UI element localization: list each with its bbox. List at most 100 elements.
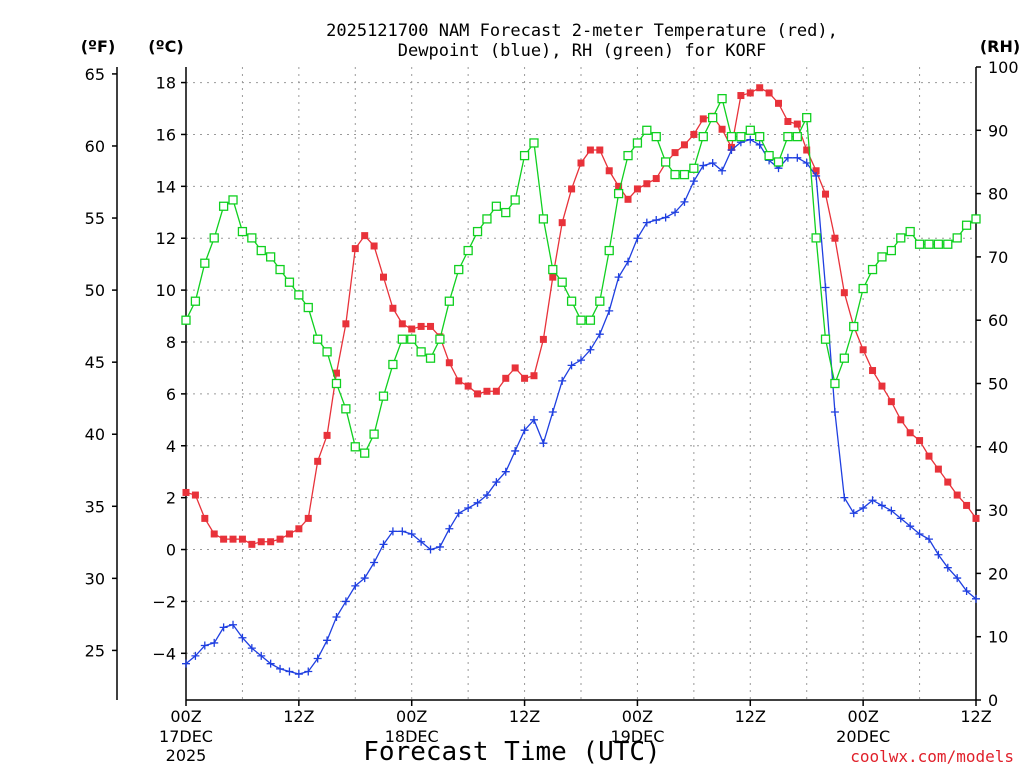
temperature-point xyxy=(558,219,566,227)
celsius-unit-label: (ºC) xyxy=(148,37,183,56)
fahrenheit-tick-label: 55 xyxy=(85,209,105,228)
rh-point xyxy=(313,334,323,344)
rh-tick-label: 40 xyxy=(988,438,1008,457)
rh-point xyxy=(595,296,605,306)
fahrenheit-unit-label: (ºF) xyxy=(81,37,116,56)
temperature-point xyxy=(840,289,848,297)
celsius-tick-label: 0 xyxy=(166,541,176,560)
dewpoint-point xyxy=(388,527,397,536)
chart-title-line1: 2025121700 NAM Forecast 2-meter Temperat… xyxy=(326,21,838,41)
dewpoint-point xyxy=(417,537,426,546)
axes: 656055504540353025181614121086420−2−4100… xyxy=(85,58,1019,765)
temperature-point xyxy=(361,232,369,240)
rh-point xyxy=(557,277,567,287)
dewpoint-point xyxy=(567,361,576,370)
rh-point xyxy=(952,233,962,243)
rh-point xyxy=(491,201,502,211)
dewpoint-point xyxy=(558,376,567,385)
rh-point xyxy=(407,334,417,344)
temperature-point xyxy=(831,234,839,242)
temperature-point xyxy=(445,359,453,367)
rh-point xyxy=(623,150,633,161)
temperature-point xyxy=(323,431,331,439)
rh-point xyxy=(501,207,511,218)
temperature-point xyxy=(897,416,905,424)
rh-point xyxy=(256,245,266,256)
celsius-tick-label: 10 xyxy=(156,281,176,300)
temperature-point xyxy=(191,491,199,499)
temperature-point xyxy=(398,320,406,328)
temperature-point xyxy=(680,141,688,149)
celsius-tick-label: 14 xyxy=(156,177,176,196)
temperature-point xyxy=(370,242,378,250)
dewpoint-point xyxy=(783,153,792,162)
dewpoint-point xyxy=(830,408,839,417)
rh-point xyxy=(566,296,577,306)
temperature-point xyxy=(483,387,491,395)
dewpoint-point xyxy=(642,218,651,227)
temperature-point xyxy=(699,115,707,123)
rh-point xyxy=(454,264,464,275)
rh-point xyxy=(303,302,313,313)
dewpoint-point xyxy=(313,654,322,663)
rh-point xyxy=(416,347,426,357)
dewpoint-point xyxy=(962,587,971,596)
rh-tick-label: 50 xyxy=(988,375,1008,394)
temperature-point xyxy=(812,167,820,175)
rh-point xyxy=(839,353,849,363)
dewpoint-point xyxy=(539,439,548,448)
x-axis-label: Forecast Time (UTC) xyxy=(363,737,660,767)
rh-point xyxy=(651,131,661,142)
temperature-point xyxy=(248,540,256,548)
rh-point xyxy=(190,296,201,306)
rh-point xyxy=(933,239,944,249)
dewpoint-point xyxy=(304,667,313,676)
rh-point xyxy=(849,321,859,332)
temperature-point xyxy=(182,488,190,496)
rh-point xyxy=(425,353,436,363)
temperature-point xyxy=(652,175,660,183)
temperature-point xyxy=(455,377,463,385)
rh-point xyxy=(755,131,765,142)
dewpoint-point xyxy=(200,641,209,650)
rh-point xyxy=(632,138,643,148)
fahrenheit-tick-label: 30 xyxy=(85,569,105,588)
dewpoint-point xyxy=(445,524,454,533)
dewpoint-point xyxy=(746,135,755,144)
rh-point xyxy=(736,131,746,142)
rh-point xyxy=(830,378,840,389)
rh-point xyxy=(867,264,878,275)
dewpoint-point xyxy=(398,527,407,536)
temperature-point xyxy=(586,146,594,154)
dewpoint-point xyxy=(605,306,614,315)
rh-point xyxy=(360,448,370,458)
dewpoint-point xyxy=(379,540,388,549)
dewpoint-point xyxy=(238,633,247,642)
temperature-point xyxy=(944,478,952,486)
dewpoint-point xyxy=(896,514,905,523)
x-tick-label: 00Z xyxy=(622,707,653,726)
rh-point xyxy=(529,138,539,148)
dewpoint-point xyxy=(341,597,350,606)
x-tick-label: 00Z xyxy=(170,707,201,726)
dewpoint-point xyxy=(633,234,642,243)
rh-point xyxy=(200,258,210,268)
rh-point xyxy=(538,214,549,224)
temperature-point xyxy=(389,304,397,312)
fahrenheit-tick-label: 40 xyxy=(85,425,105,444)
rh-point xyxy=(745,125,755,135)
rh-point xyxy=(670,169,680,180)
dewpoint-point xyxy=(407,529,416,538)
dewpoint-point xyxy=(812,171,821,180)
rh-point xyxy=(519,150,530,161)
temperature-point xyxy=(765,89,773,97)
dewpoint-point xyxy=(727,146,736,155)
temperature-point xyxy=(332,369,340,377)
rh-point xyxy=(896,233,906,243)
rh-tick-label: 80 xyxy=(988,185,1008,204)
temperature-point xyxy=(549,273,557,281)
dewpoint-point xyxy=(718,166,727,175)
temperature-point xyxy=(869,367,877,375)
dewpoint-point xyxy=(501,467,510,476)
rh-point xyxy=(924,239,934,249)
